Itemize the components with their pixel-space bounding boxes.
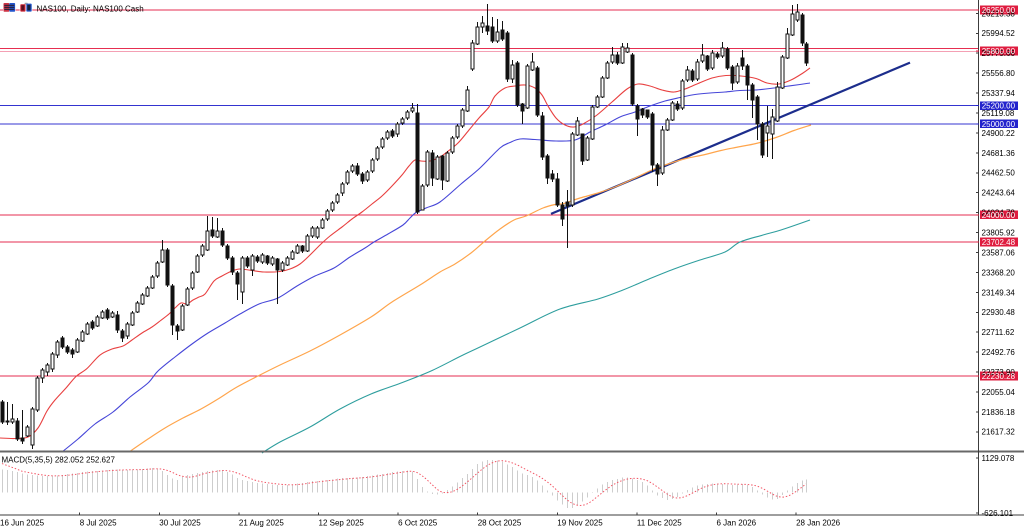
svg-text:MACD(5,35,5) 282.052 252.627: MACD(5,35,5) 282.052 252.627 (2, 455, 116, 464)
svg-text:16 Jun 2025: 16 Jun 2025 (0, 518, 45, 527)
svg-text:25556.80: 25556.80 (982, 69, 1016, 78)
svg-text:22273.90: 22273.90 (982, 368, 1016, 377)
svg-text:23149.34: 23149.34 (982, 288, 1016, 297)
svg-text:24462.50: 24462.50 (982, 169, 1016, 178)
svg-text:28 Oct 2025: 28 Oct 2025 (478, 518, 522, 527)
svg-text:6 Oct 2025: 6 Oct 2025 (398, 518, 438, 527)
svg-text:22055.04: 22055.04 (982, 388, 1016, 397)
svg-text:25119.08: 25119.08 (982, 109, 1015, 118)
svg-text:19 Nov 2025: 19 Nov 2025 (557, 518, 603, 527)
svg-text:22711.62: 22711.62 (982, 328, 1015, 337)
svg-text:25775.66: 25775.66 (982, 49, 1016, 58)
svg-text:24243.64: 24243.64 (982, 189, 1016, 198)
svg-text:26250.00: 26250.00 (982, 6, 1016, 15)
svg-text:21 Aug 2025: 21 Aug 2025 (239, 518, 284, 527)
svg-text:NAS100, Daily: NAS100 Cash: NAS100, Daily: NAS100 Cash (37, 4, 144, 13)
svg-text:22492.76: 22492.76 (982, 348, 1016, 357)
svg-text:24900.22: 24900.22 (982, 129, 1016, 138)
svg-text:28 Jan 2026: 28 Jan 2026 (796, 518, 841, 527)
svg-text:30 Jul 2025: 30 Jul 2025 (159, 518, 201, 527)
svg-text:11 Dec 2025: 11 Dec 2025 (637, 518, 682, 527)
svg-text:12 Sep 2025: 12 Sep 2025 (319, 518, 365, 527)
svg-text:25200.00: 25200.00 (982, 102, 1016, 111)
svg-text:24024.78: 24024.78 (982, 209, 1016, 218)
svg-text:23702.48: 23702.48 (982, 238, 1016, 247)
svg-text:25337.94: 25337.94 (982, 89, 1016, 98)
svg-text:25800.00: 25800.00 (982, 47, 1016, 56)
svg-text:24681.36: 24681.36 (982, 149, 1016, 158)
svg-text:22230.28: 22230.28 (982, 372, 1016, 381)
svg-text:21836.18: 21836.18 (982, 408, 1016, 417)
svg-text:23805.92: 23805.92 (982, 228, 1016, 237)
svg-text:24000.00: 24000.00 (982, 211, 1016, 220)
svg-text:25994.52: 25994.52 (982, 29, 1016, 38)
svg-text:-626.101: -626.101 (982, 509, 1014, 518)
svg-text:6 Jan 2026: 6 Jan 2026 (717, 518, 757, 527)
svg-text:8 Jul 2025: 8 Jul 2025 (80, 518, 117, 527)
svg-text:25000.00: 25000.00 (982, 120, 1016, 129)
svg-text:1129.078: 1129.078 (982, 454, 1015, 463)
svg-text:23587.06: 23587.06 (982, 248, 1016, 257)
svg-text:21617.32: 21617.32 (982, 428, 1016, 437)
svg-text:22930.48: 22930.48 (982, 308, 1016, 317)
svg-text:26213.38: 26213.38 (982, 9, 1016, 18)
svg-text:23368.20: 23368.20 (982, 268, 1016, 277)
